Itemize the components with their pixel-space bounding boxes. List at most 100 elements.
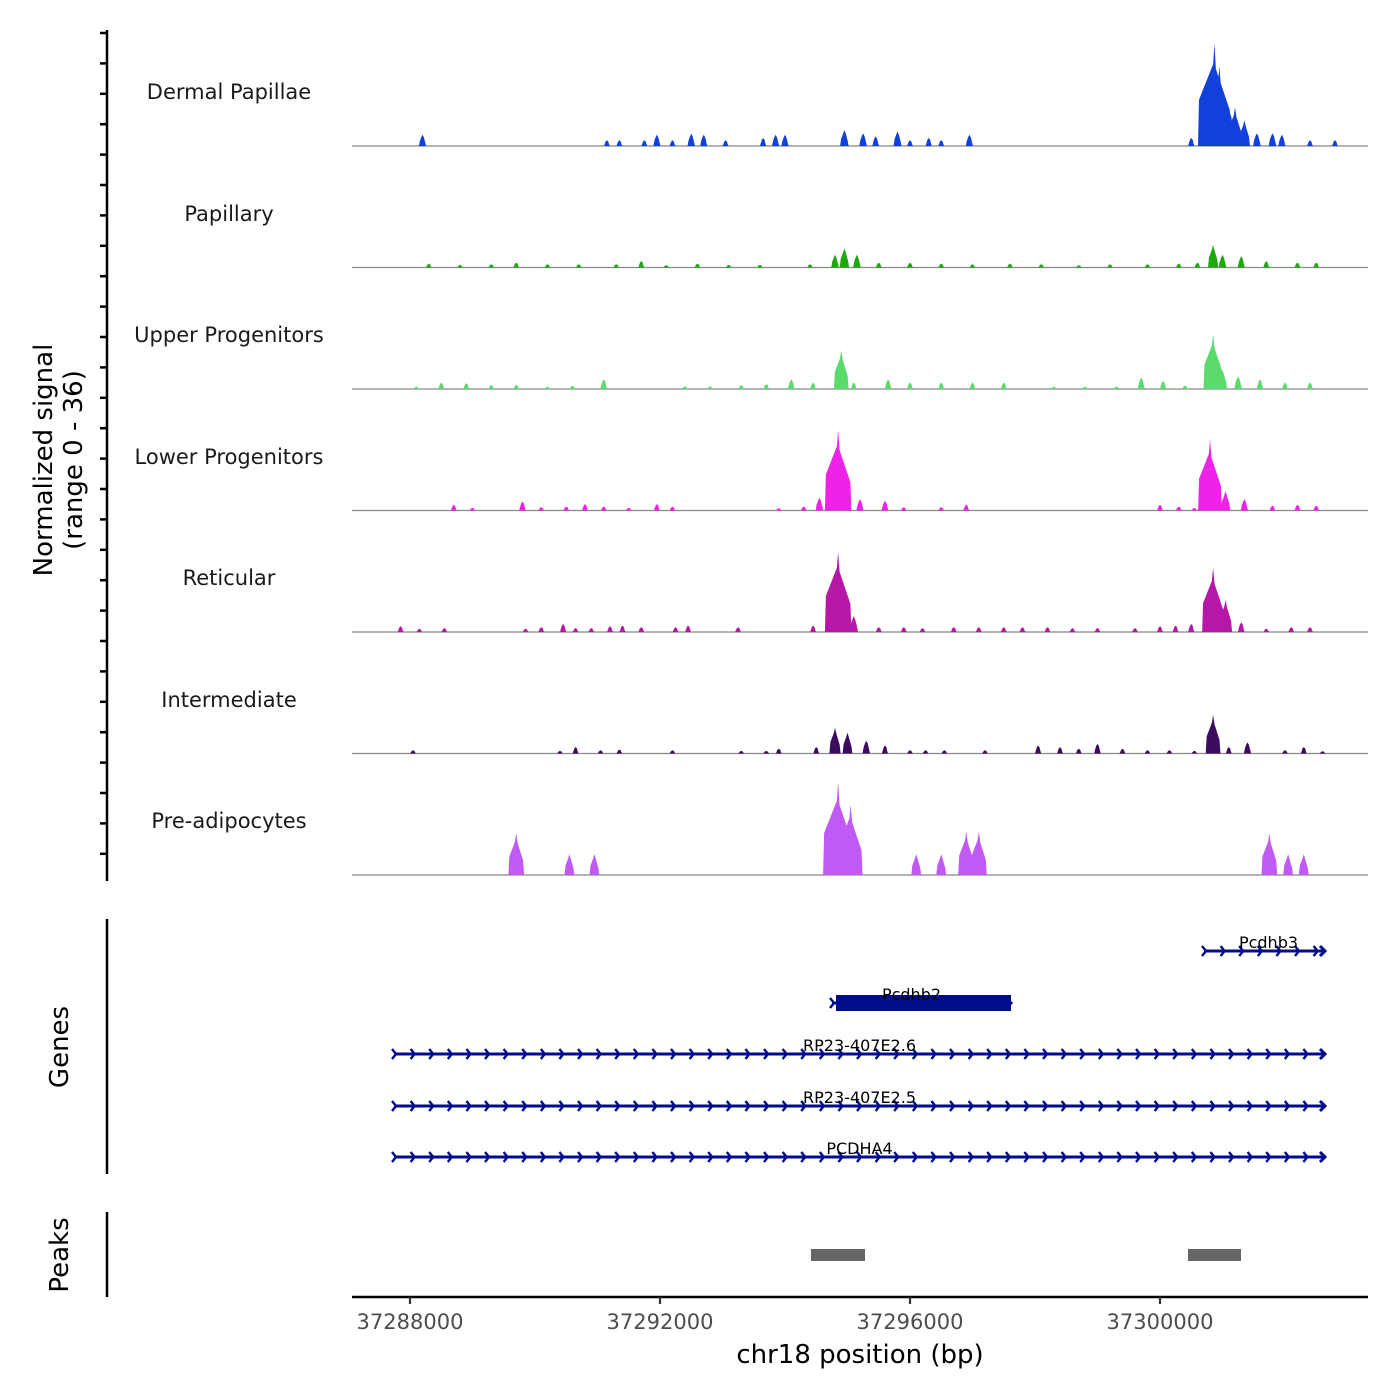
strand-arrow-icon [949,1151,956,1163]
signal-peak [1057,747,1063,754]
strand-arrow-icon [1060,1100,1068,1112]
signal-peak [1007,263,1013,268]
signal-peak [1075,265,1082,268]
signal-peak [1172,625,1179,632]
genes-track: Pcdhb3 Pcdhb2 RP23-407E2.6 RP23-407E2.5 PCDH… [391,933,1328,1164]
signal-peak [1050,386,1057,389]
strand-arrow-icon [829,997,836,1009]
signal-peak [1160,381,1167,389]
strand-arrow-icon [800,1151,807,1163]
strand-arrow-icon [595,1151,603,1163]
signal-peak [1038,264,1045,268]
signal-peak [824,551,852,632]
signal-peak [1075,748,1082,754]
strand-arrow-icon [996,997,1003,1009]
strand-arrow-icon [688,1151,696,1163]
strand-arrow-icon [1153,1100,1161,1112]
strand-arrow-icon [1228,1151,1235,1163]
y-axis-title-sub: (range 0 - 36) [59,370,89,550]
strand-arrow-icon [651,1151,658,1163]
signal-peak [965,134,973,146]
genes-track-label: Genes [45,1006,75,1088]
strand-arrow-icon [744,1048,751,1060]
signal-peak [941,750,948,754]
strand-arrow-icon [1190,1048,1198,1060]
signal-peak [687,133,695,146]
strand-arrow-icon [893,1151,900,1163]
strand-arrow-icon [1190,1100,1198,1112]
signal-peak [787,379,795,389]
signal-peak [600,506,607,511]
strand-arrow-icon [1246,1100,1254,1112]
signal-peak [1268,133,1277,146]
strand-arrow-icon [1042,1048,1049,1060]
strand-arrow-icon [967,1100,975,1112]
strand-arrow-icon [763,1100,770,1112]
y-axis-title: Normalized signal (range 0 - 36) [29,344,89,577]
signal-peak [1000,627,1007,632]
signal-tracks [352,43,1368,876]
signal-peak [938,382,945,389]
strand-arrow-icon [632,1048,640,1060]
strand-arrow-icon [986,1100,993,1112]
signal-peak [413,386,420,389]
strand-arrow-icon [1135,1151,1142,1163]
signal-peak [707,386,713,389]
signal-peak [607,626,613,632]
strand-arrow-icon [1023,1151,1030,1163]
signal-peak [907,382,913,389]
peak-region [811,1249,865,1261]
strand-arrow-icon [1283,1151,1291,1163]
strand-arrow-icon [484,1151,491,1163]
strand-arrow-icon [1004,1151,1012,1163]
strand-arrow-icon [1004,1100,1012,1112]
signal-peak [522,628,529,632]
signal-peak [1191,750,1198,754]
gene-label: RP23-407E2.5 [803,1088,916,1107]
strand-arrow-icon [1318,944,1328,958]
strand-arrow-icon [446,1100,454,1112]
strand-arrow-icon [922,997,929,1009]
signal-peak [1263,261,1270,268]
signal-peak [1175,506,1182,511]
strand-arrow-icon [986,1048,993,1060]
signal-peak [1082,386,1088,389]
track-label-papillary: Papillary [184,202,273,226]
strand-arrow-icon [614,1100,621,1112]
signal-peak [969,382,976,389]
signal-peak [1283,854,1293,875]
signal-peak [975,627,982,632]
strand-arrow-icon [465,1048,472,1060]
signal-peak [616,140,623,146]
gene-label: RP23-407E2.6 [803,1036,916,1055]
signal-peak [1237,622,1245,632]
strand-arrow-icon [977,997,985,1009]
signal-peak [685,625,692,632]
strand-arrow-icon [847,997,855,1009]
strand-arrow-icon [837,1151,844,1163]
strand-arrow-icon [781,1048,789,1060]
signal-peak [1094,743,1101,754]
strand-arrow-icon [1256,945,1264,957]
signal-peak [669,140,676,146]
strand-arrow-icon [949,1100,956,1112]
strand-arrow-icon [1209,1048,1216,1060]
signal-peak [560,624,567,632]
signal-peak [919,628,926,632]
signal-track-pre-adipocytes [352,782,1368,876]
signal-peak [1157,504,1163,511]
strand-arrow-icon [614,1048,621,1060]
signal-y-ticks [100,31,107,856]
signal-peak [1313,505,1320,511]
strand-arrow-icon [893,1048,900,1060]
signal-peak [600,379,608,389]
signal-peak [538,627,545,632]
signal-peak [763,384,770,389]
signal-peak [840,130,849,146]
signal-peak [410,750,417,754]
track-labels: Dermal Papillae Papillary Upper Progenit… [134,80,324,833]
signal-peak [772,134,780,146]
strand-arrow-icon [1079,1151,1086,1163]
strand-arrow-icon [1060,1048,1068,1060]
strand-arrow-icon [781,1151,789,1163]
